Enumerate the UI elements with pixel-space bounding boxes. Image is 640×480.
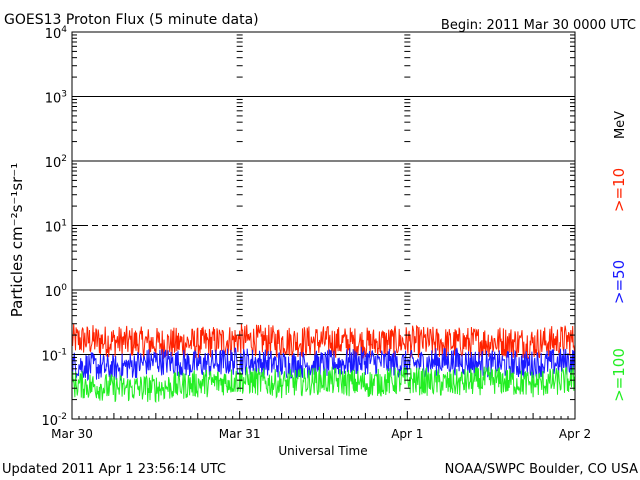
y-tick-label: 102 (45, 154, 67, 171)
y-axis: 104 103 102 101 100 10-1 10-2 (41, 25, 575, 429)
y-tick-label: 103 (45, 90, 67, 107)
source-credit: NOAA/SWPC Boulder, CO USA (445, 462, 638, 477)
updated-time: Updated 2011 Apr 1 23:56:14 UTC (2, 462, 226, 477)
begin-time: Begin: 2011 Mar 30 0000 UTC (441, 18, 636, 33)
legend-label: >=50 (610, 260, 628, 304)
legend-unit: MeV (613, 111, 628, 139)
x-tick-label: Apr 1 (391, 427, 423, 441)
y-tick-label: 100 (45, 283, 68, 300)
y-axis-label: Particles cm⁻²s⁻¹sr⁻¹ (8, 163, 26, 317)
x-tick-label: Mar 30 (51, 427, 93, 441)
day-ticks (236, 34, 411, 401)
legend: >=10 >=50 >=100 MeV (610, 111, 628, 402)
x-tick-label: Apr 2 (559, 427, 591, 441)
y-tick-label: 101 (45, 219, 67, 236)
chart-title: GOES13 Proton Flux (5 minute data) (4, 12, 259, 28)
threshold-lines (72, 96, 575, 355)
x-axis-label: Universal Time (278, 444, 367, 458)
y-tick-label: 10-1 (41, 348, 67, 365)
series-line (71, 365, 576, 404)
legend-label: >=100 (610, 348, 628, 402)
y-tick-label: 104 (45, 25, 68, 42)
series-layer (71, 323, 576, 404)
x-tick-label: Mar 31 (219, 427, 261, 441)
x-axis: Mar 30 Mar 31 Apr 1 Apr 2 (51, 411, 591, 441)
legend-label: >=10 (610, 168, 628, 212)
y-tick-label: 10-2 (41, 412, 67, 429)
